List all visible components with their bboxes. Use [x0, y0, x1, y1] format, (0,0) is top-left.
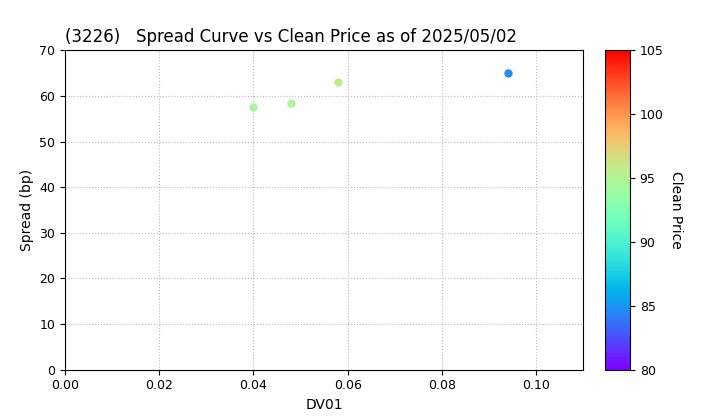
Point: [502, 70, 513, 76]
Y-axis label: Spread (bp): Spread (bp): [19, 169, 34, 251]
Text: (3226)   Spread Curve vs Clean Price as of 2025/05/02: (3226) Spread Curve vs Clean Price as of…: [65, 28, 517, 46]
Point: [333, 79, 344, 86]
Point: [248, 104, 259, 111]
Y-axis label: Clean Price: Clean Price: [669, 171, 683, 249]
Point: [285, 100, 297, 106]
X-axis label: DV01: DV01: [305, 398, 343, 412]
